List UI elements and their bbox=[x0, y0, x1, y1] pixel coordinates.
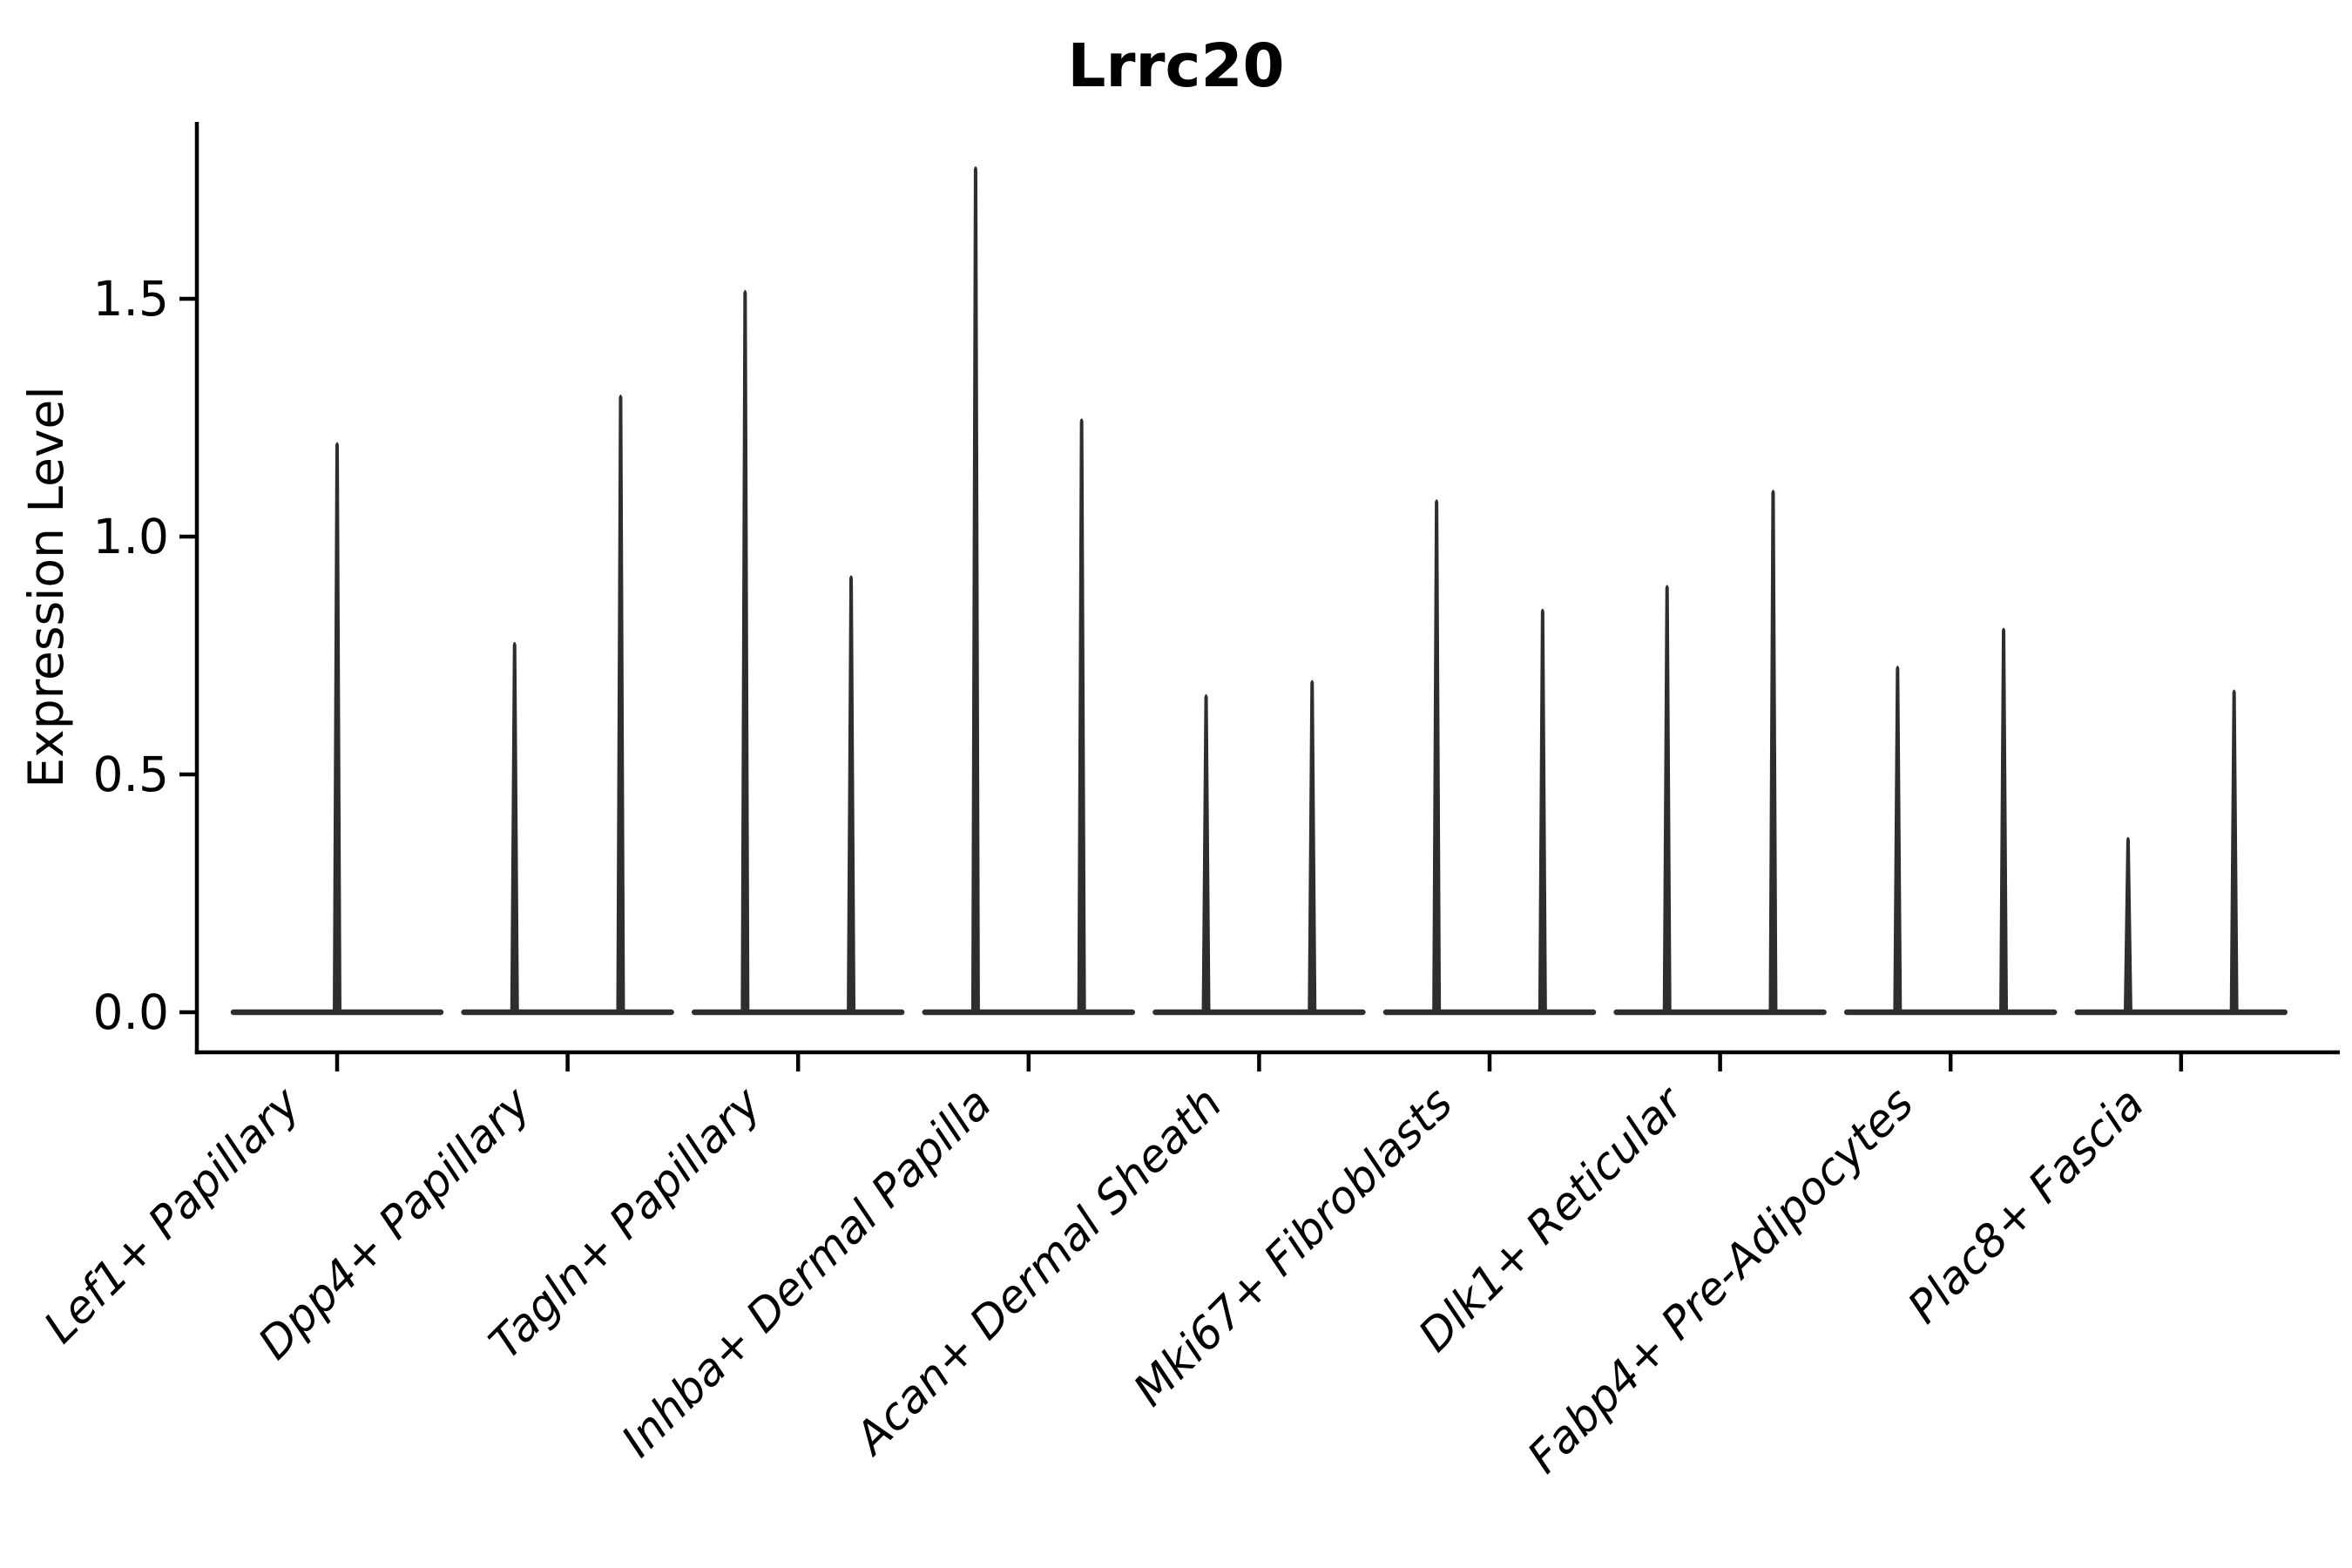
x-tick-label: Inhba+ Dermal Papilla bbox=[612, 1078, 1002, 1467]
violin-spike bbox=[1201, 693, 1211, 1014]
violin-spike bbox=[2229, 689, 2239, 1014]
violin-spike bbox=[1077, 418, 1086, 1014]
y-tick-label: 0.0 bbox=[93, 984, 169, 1040]
violin-spike bbox=[2123, 836, 2132, 1014]
y-tick-label: 0.5 bbox=[93, 747, 169, 802]
y-tick-label: 1.0 bbox=[93, 509, 169, 564]
x-tick-label: Fabp4+ Pre-Adipocytes bbox=[1518, 1078, 1924, 1484]
violin-spike bbox=[1308, 679, 1317, 1014]
violins bbox=[230, 166, 2288, 1016]
violin bbox=[1843, 627, 2058, 1016]
violin-spike bbox=[616, 394, 625, 1014]
violin-spike bbox=[1662, 585, 1672, 1014]
y-tick-label: 1.5 bbox=[93, 271, 169, 327]
violin-spike bbox=[970, 166, 980, 1014]
y-axis-label: Expression Level bbox=[18, 386, 74, 787]
violin-spike bbox=[1538, 608, 1547, 1014]
violin bbox=[1613, 490, 1827, 1016]
violin-spike bbox=[1432, 499, 1442, 1014]
violin-spike bbox=[1893, 666, 1903, 1014]
violin bbox=[922, 166, 1136, 1016]
violin-spike bbox=[1999, 627, 2009, 1014]
violin-spike bbox=[1768, 490, 1778, 1014]
violin bbox=[461, 394, 674, 1016]
violin bbox=[230, 442, 444, 1016]
violin bbox=[1152, 679, 1366, 1016]
x-tick-label: Acan+ Dermal Sheath bbox=[844, 1078, 1232, 1465]
violin-spike bbox=[847, 575, 856, 1014]
violin-spike bbox=[333, 442, 341, 1014]
violin bbox=[1382, 499, 1597, 1016]
violin bbox=[2074, 689, 2288, 1016]
violin-spike bbox=[740, 289, 750, 1015]
chart-title: Lrrc20 bbox=[1068, 31, 1285, 101]
violin bbox=[691, 289, 905, 1016]
x-tick-label: Plac8+ Fascia bbox=[1898, 1078, 2154, 1334]
violin-spike bbox=[510, 641, 519, 1014]
